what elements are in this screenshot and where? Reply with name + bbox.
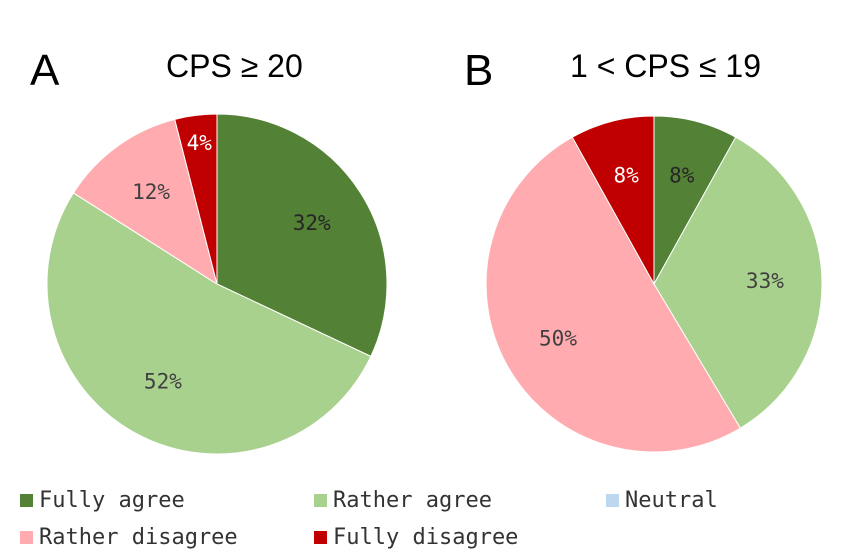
legend-label: Neutral [625,488,718,513]
pie-a-label-fully-disagree: 4% [187,131,213,155]
legend-label: Fully disagree [333,525,519,550]
pie-b-label-fully-agree: 8% [669,164,695,188]
legend-swatch [606,494,619,507]
panel-a-letter: A [30,46,60,95]
pie-a-label-rather-agree: 52% [144,369,182,393]
legend-item-rather-disagree: Rather disagree [20,525,238,550]
legend-label: Rather agree [333,488,492,513]
pie-a-slice-rather-disagree [72,118,218,286]
legend-item-fully-disagree: Fully disagree [314,525,518,550]
pie-b-label-rather-agree: 33% [746,269,784,293]
pie-b-slice-rather-disagree [485,136,741,453]
pie-b-label-rather-disagree: 50% [539,326,577,350]
pie-a-slice-rather-agree [46,192,372,455]
panel-b-title: 1 < CPS ≤ 19 [570,48,761,84]
legend-item-fully-agree: Fully agree [20,488,185,513]
legend-label: Rather disagree [39,525,238,550]
pie-b-slice-rather-agree [653,136,823,429]
pie-a-label-fully-agree: 32% [293,211,331,235]
legend-swatch [20,531,33,544]
pie-b-label-fully-disagree: 8% [614,164,640,188]
legend-swatch [20,494,33,507]
pie-a-label-rather-disagree: 12% [132,180,170,204]
pie-b-slice-fully-disagree [571,115,655,286]
panel-b-letter: B [464,46,494,95]
legend-swatch [314,494,327,507]
pie-a-slice-fully-disagree [174,113,218,285]
legend-label: Fully agree [39,488,185,513]
legend-item-rather-agree: Rather agree [314,488,492,513]
pie-charts: 32% 52% 12% 4% 8% 33% 50% 8% [46,113,823,455]
legend-item-neutral: Neutral [606,488,718,513]
legend-swatch [314,531,327,544]
pie-a-slice-fully-agree [216,113,388,358]
panel-a-title: CPS ≥ 20 [166,48,303,84]
